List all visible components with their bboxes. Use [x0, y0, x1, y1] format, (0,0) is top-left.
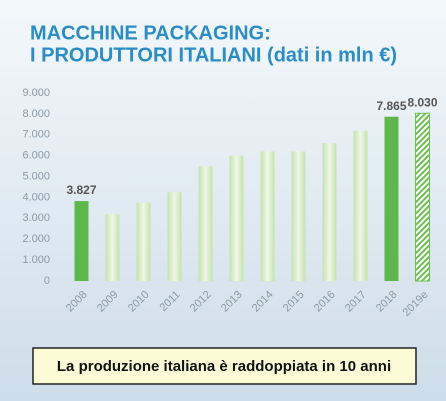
y-tick-label: 1.000: [22, 254, 50, 266]
bar: [105, 214, 120, 281]
chart-title: I PRODUTTORI ITALIANI (dati in mln €): [30, 44, 397, 66]
value-label: 8.030: [407, 95, 437, 109]
value-label: 7.865: [376, 99, 406, 113]
value-label: 3.827: [66, 183, 96, 197]
bar: [291, 151, 306, 281]
bar: [167, 192, 182, 281]
y-tick-label: 4.000: [22, 191, 50, 203]
chart-title: MACCHINE PACKAGING:: [30, 22, 271, 44]
y-tick-label: 0: [44, 275, 50, 287]
y-tick-label: 6.000: [22, 150, 50, 162]
annotation: La produzione italiana è raddoppiata in …: [57, 358, 391, 375]
bar: [353, 130, 368, 281]
bar: [198, 166, 213, 281]
y-tick-label: 9.000: [22, 87, 50, 99]
bar: [229, 155, 244, 281]
y-tick-label: 3.000: [22, 212, 50, 224]
y-tick-label: 7.000: [22, 129, 50, 141]
bar: [136, 202, 151, 281]
bar: [74, 201, 89, 281]
annotation-box: [32, 347, 417, 385]
bar: [415, 112, 430, 282]
y-tick-label: 5.000: [22, 170, 50, 182]
bar: [322, 143, 337, 281]
bar: [384, 116, 399, 281]
y-tick-label: 2.000: [22, 233, 50, 245]
y-tick-label: 8.000: [22, 108, 50, 120]
bar: [260, 151, 275, 281]
